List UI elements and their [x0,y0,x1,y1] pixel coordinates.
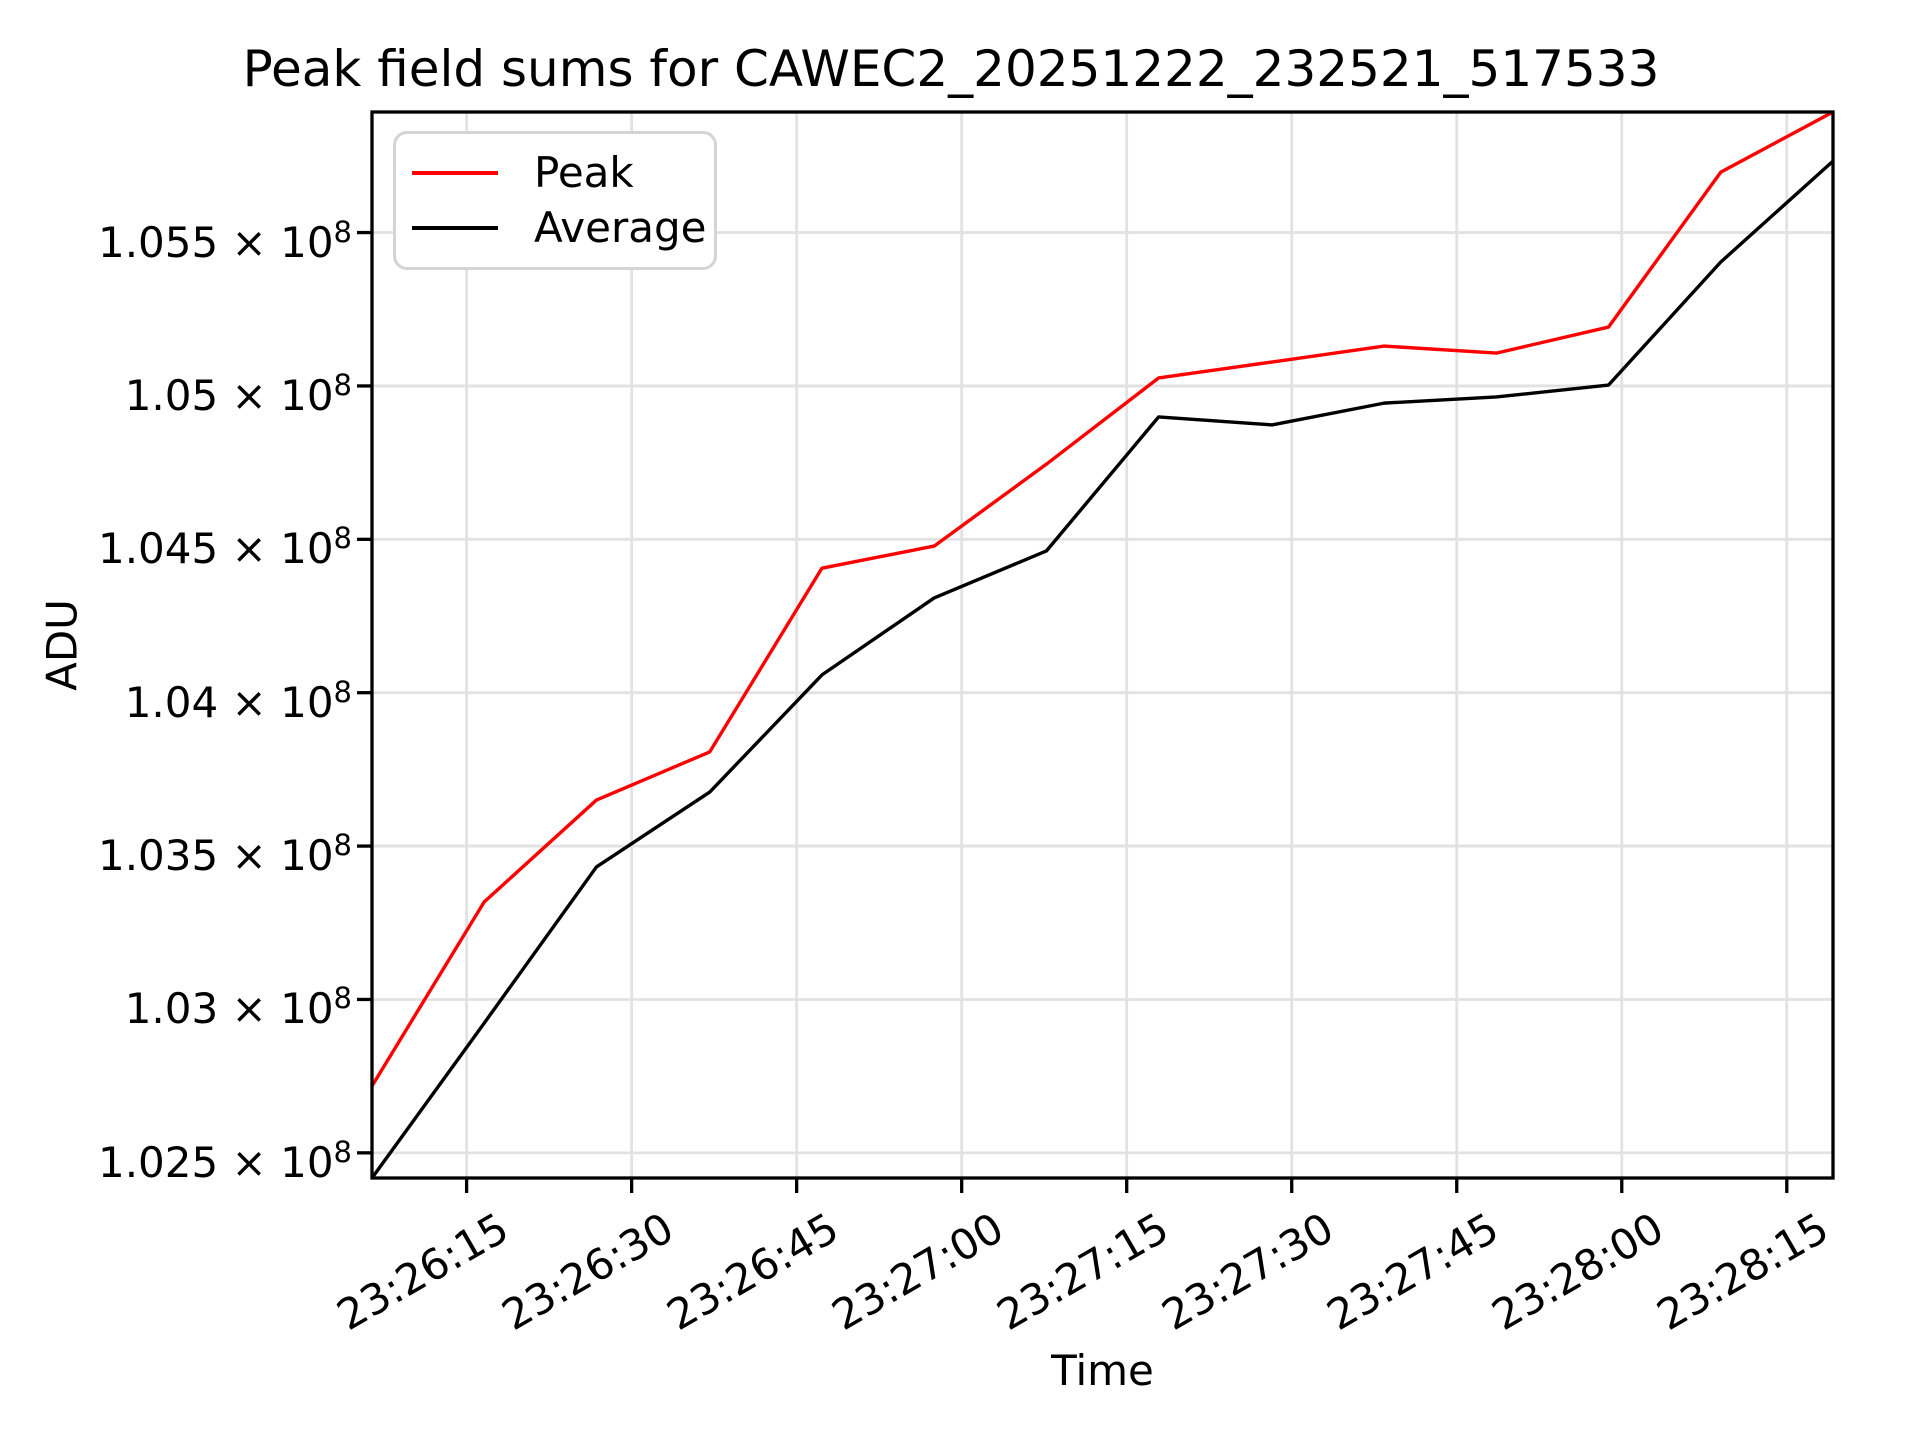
y-tick-label: 1.055 × 108 [97,214,352,267]
legend-item-average: Average [412,203,706,252]
y-tick-label: 1.025 × 108 [97,1134,352,1187]
y-tick-label: 1.03 × 108 [124,981,352,1034]
y-tick-label: 1.045 × 108 [97,521,352,574]
legend-label-average: Average [534,202,707,252]
peak-line [370,110,1834,1087]
axes-spines [370,110,1835,1180]
legend: Peak Average [393,131,717,270]
gridlines [372,112,1833,1178]
legend-label-peak: Peak [534,148,634,197]
y-tick-label: 1.035 × 108 [97,828,352,881]
chart-title-text: Peak field sums for CAWEC2_20251222_2325… [242,40,1660,98]
data-series [370,110,1835,1179]
chart-title: Peak field sums for CAWEC2_20251222_2325… [0,42,1920,97]
y-axis-label: ADU [37,599,87,691]
y-tick-label: 1.05 × 108 [124,367,352,420]
peak-line-sample [412,171,498,176]
x-axis-label: Time [1051,1346,1154,1395]
average-line-sample [412,225,498,230]
average-line [370,159,1835,1179]
y-tick-label: 1.04 × 108 [124,674,352,727]
axis-ticks [357,230,1789,1193]
legend-item-peak: Peak [412,148,696,197]
